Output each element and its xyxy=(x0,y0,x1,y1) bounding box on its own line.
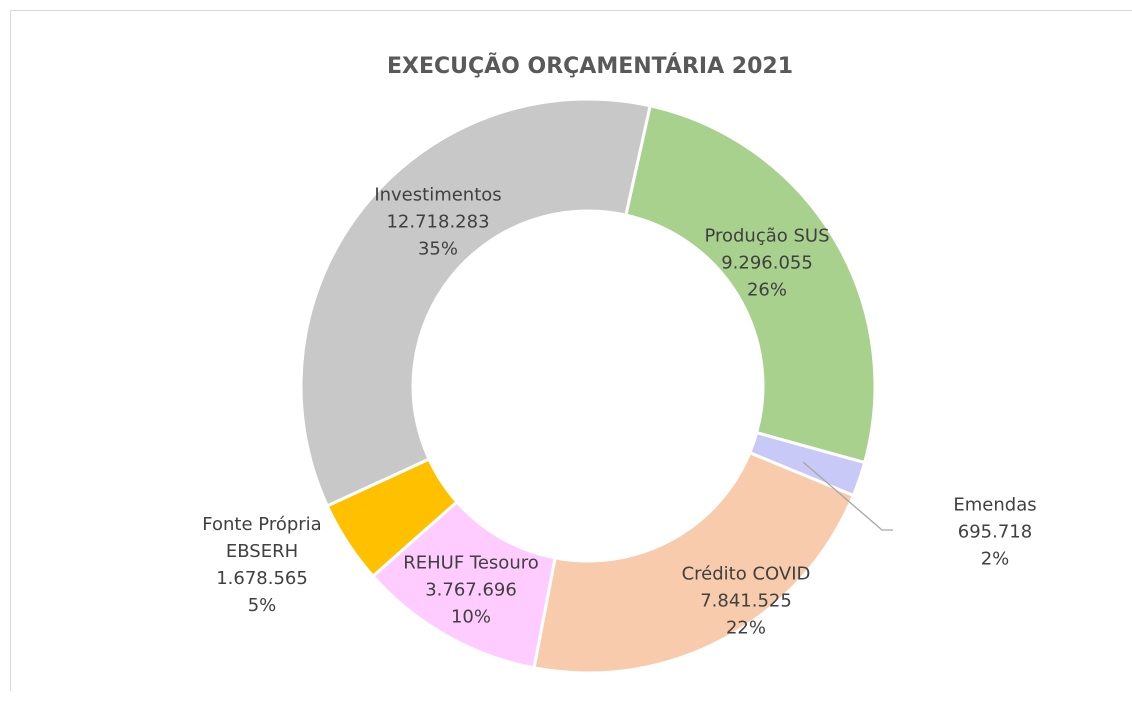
slice-label-percent-labels: 26% xyxy=(746,279,787,301)
chart-frame xyxy=(10,10,1132,691)
slice-label-categories: Crédito COVID xyxy=(681,563,811,585)
slice-label-value-labels: 3.767.696 xyxy=(425,579,517,601)
slice-label-categories: Emendas xyxy=(953,494,1037,516)
chart-title: EXECUÇÃO ORÇAMENTÁRIA 2021 xyxy=(386,54,794,79)
donut-slice xyxy=(299,97,652,508)
slice-label: Produção SUS 9.296.055 26% xyxy=(667,223,867,304)
slice-label-categories: Fonte Própria EBSERH xyxy=(202,514,322,562)
slice-label-categories: REHUF Tesouro xyxy=(403,552,539,574)
slice-label-value-labels: 1.678.565 xyxy=(216,568,308,589)
slice-label-value-labels: 9.296.055 xyxy=(721,252,813,274)
slice-label-categories: Produção SUS xyxy=(704,225,830,247)
slice-label-percent-labels: 10% xyxy=(450,606,491,628)
slice-label-percent-labels: 5% xyxy=(247,595,277,616)
slice-label: Fonte Própria EBSERH 1.678.565 5% xyxy=(187,511,337,619)
slice-label-categories: Investimentos xyxy=(374,184,502,206)
slice-label: Emendas 695.718 2% xyxy=(915,492,1075,573)
slice-label: Investimentos 12.718.283 35% xyxy=(338,182,538,263)
slice-label-value-labels: 7.841.525 xyxy=(700,590,792,612)
leader-line xyxy=(802,461,893,531)
slice-label: REHUF Tesouro 3.767.696 10% xyxy=(371,550,571,631)
slice-label-value-labels: 12.718.283 xyxy=(386,211,490,233)
slice-label-percent-labels: 22% xyxy=(725,617,766,639)
slice-label-percent-labels: 2% xyxy=(980,548,1010,570)
slice-label-percent-labels: 35% xyxy=(417,238,458,260)
donut-slice xyxy=(532,450,856,675)
donut-slice xyxy=(624,104,877,465)
slice-label-value-labels: 695.718 xyxy=(957,521,1033,543)
slice-label: Crédito COVID 7.841.525 22% xyxy=(646,561,846,642)
